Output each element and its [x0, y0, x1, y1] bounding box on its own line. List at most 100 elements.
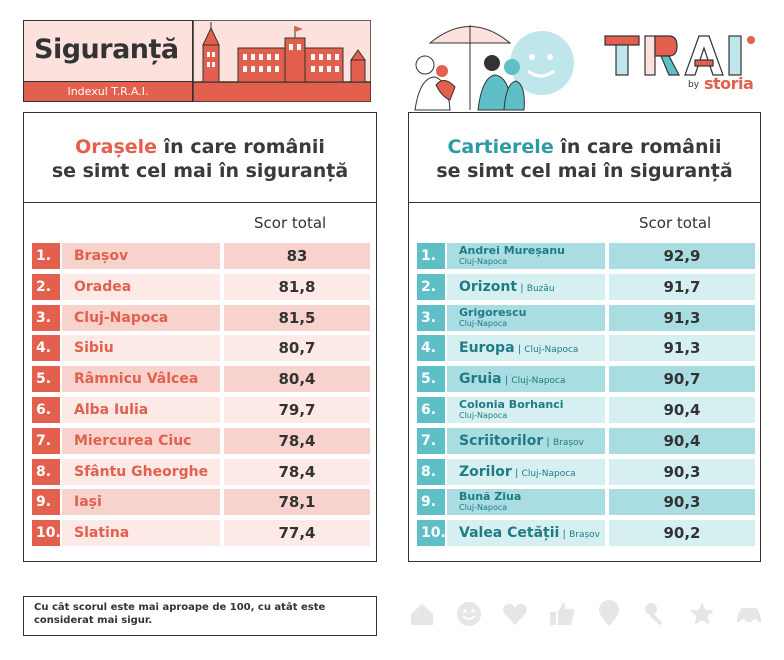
rank-badge: 8.	[32, 458, 60, 485]
neighborhood-name: Zorilor	[459, 463, 512, 480]
city-row: 3. Cluj-Napoca 81,5	[32, 304, 370, 331]
city-score: 80,4	[224, 366, 370, 393]
rank-badge: 6.	[417, 396, 445, 423]
rank-badge: 6.	[32, 396, 60, 423]
cities-title-line2: se simt cel mai în siguranță	[51, 160, 349, 182]
city-name: Brașov	[62, 243, 220, 269]
neighborhood-city: Brașov	[569, 530, 600, 541]
cities-panel-title: Orașele în care românii se simt cel mai …	[24, 113, 376, 203]
city-score: 81,5	[224, 304, 370, 331]
neighborhood-name: Bună Ziua	[459, 490, 522, 504]
rank-badge: 8.	[417, 458, 445, 485]
location-pin-icon	[598, 600, 619, 626]
cities-title-accent: Orașele	[75, 136, 158, 158]
rank-badge: 7.	[32, 427, 60, 454]
family-umbrella-illustration	[414, 25, 574, 111]
neighborhood-row: 1. Andrei Mureșanu Cluj-Napoca 92,9	[417, 243, 755, 269]
city-row: 6. Alba Iulia 79,7	[32, 396, 370, 423]
neighborhood-name-cell: Grigorescu Cluj-Napoca	[447, 304, 605, 331]
neighborhoods-panel-title: Cartierele în care românii se simt cel m…	[409, 113, 760, 203]
city-score: 77,4	[224, 520, 370, 547]
page-title: Siguranță	[34, 34, 179, 65]
neighborhood-score: 90,2	[609, 520, 755, 547]
heart-icon	[503, 603, 528, 625]
house-icon	[411, 604, 433, 625]
neighborhood-name: Colonia Borhanci	[459, 397, 564, 411]
neighborhood-score: 90,4	[609, 427, 755, 454]
rank-badge: 9.	[417, 489, 445, 516]
rank-badge: 3.	[417, 304, 445, 331]
neighborhood-city: Cluj-Napoca	[511, 376, 566, 387]
city-name: Sfântu Gheorghe	[62, 458, 220, 485]
city-name: Alba Iulia	[62, 396, 220, 423]
city-row: 9. Iași 78,1	[32, 489, 370, 516]
neighborhood-name-cell: Gruia | Cluj-Napoca	[447, 366, 605, 393]
neighborhood-row: 4. Europa | Cluj-Napoca 91,3	[417, 335, 755, 362]
neighborhoods-score-header: Scor total	[639, 214, 712, 232]
neighborhood-city: Cluj-Napoca	[524, 345, 579, 356]
neighborhood-name-cell: Bună Ziua Cluj-Napoca	[447, 489, 605, 516]
neighborhood-name-cell: Europa | Cluj-Napoca	[447, 335, 605, 362]
cities-score-header: Scor total	[254, 214, 327, 232]
title-box: Siguranță Indexul T.R.A.I.	[23, 20, 193, 102]
footnote: Cu cât scorul este mai aproape de 100, c…	[23, 596, 377, 636]
neighborhood-name: Europa	[459, 340, 515, 357]
trai-logo	[604, 35, 755, 76]
neighborhood-row: 6. Colonia Borhanci Cluj-Napoca 90,4	[417, 396, 755, 423]
neighborhood-score: 91,3	[609, 304, 755, 331]
city-score: 80,7	[224, 335, 370, 362]
cities-title-rest: în care românii	[157, 136, 325, 158]
neighborhood-score: 91,7	[609, 273, 755, 300]
neighborhood-name: Gruia	[459, 371, 502, 388]
rank-badge: 10.	[417, 520, 446, 547]
city-name: Sibiu	[62, 335, 220, 362]
city-skyline-illustration	[193, 20, 371, 102]
neighborhood-row: 8. Zorilor | Cluj-Napoca 90,3	[417, 458, 755, 485]
rank-badge: 4.	[32, 335, 60, 362]
bottom-icon-strip	[408, 598, 763, 630]
cities-list: 1. Brașov 83 2. Oradea 81,8 3. Cluj-Napoca 81,5 4…	[32, 243, 370, 551]
neighborhoods-title-rest: în care românii	[553, 136, 722, 158]
thumbs-up-icon	[550, 603, 575, 625]
cities-panel: Orașele în care românii se simt cel mai …	[23, 112, 377, 562]
neighborhood-row: 2. Orizont | Buzău 91,7	[417, 273, 755, 300]
logo-by-text: by	[688, 80, 700, 90]
rank-badge: 2.	[32, 273, 60, 300]
neighborhood-city: Buzău	[526, 283, 555, 294]
neighborhood-row: 7. Scriitorilor | Brașov 90,4	[417, 427, 755, 454]
city-name: Cluj-Napoca	[62, 304, 220, 331]
neighborhood-name-cell: Colonia Borhanci Cluj-Napoca	[447, 396, 605, 423]
neighborhood-city: Cluj-Napoca	[459, 257, 508, 266]
rank-badge: 1.	[32, 243, 60, 269]
city-row: 8. Sfântu Gheorghe 78,4	[32, 458, 370, 485]
neighborhood-row: 5. Gruia | Cluj-Napoca 90,7	[417, 366, 755, 393]
city-name: Slatina	[62, 520, 220, 547]
rank-badge: 5.	[417, 366, 445, 393]
neighborhood-city: Cluj-Napoca	[459, 410, 508, 420]
city-row: 10. Slatina 77,4	[32, 520, 370, 547]
neighborhood-row: 3. Grigorescu Cluj-Napoca 91,3	[417, 304, 755, 331]
neighborhood-row: 10. Valea Cetății | Brașov 90,2	[417, 520, 755, 547]
neighborhood-name: Scriitorilor	[459, 432, 544, 449]
neighborhood-city: Cluj-Napoca	[459, 318, 508, 328]
rank-badge: 5.	[32, 366, 60, 393]
city-name: Râmnicu Vâlcea	[62, 366, 220, 393]
page-subtitle: Indexul T.R.A.I.	[24, 81, 192, 101]
neighborhood-city: Cluj-Napoca	[459, 503, 508, 513]
neighborhood-name-cell: Scriitorilor | Brașov	[447, 427, 605, 454]
car-icon	[736, 608, 761, 625]
city-score: 79,7	[224, 396, 370, 423]
neighborhood-name: Andrei Mureșanu	[459, 244, 565, 257]
star-icon	[690, 602, 715, 625]
city-score: 78,4	[224, 458, 370, 485]
city-row: 2. Oradea 81,8	[32, 273, 370, 300]
neighborhoods-panel: Cartierele în care românii se simt cel m…	[408, 112, 761, 562]
rank-badge: 10.	[32, 520, 61, 547]
neighborhood-city: Cluj-Napoca	[521, 468, 576, 479]
neighborhood-city: Brașov	[552, 437, 584, 448]
neighborhood-name-cell: Valea Cetății | Brașov	[447, 520, 605, 547]
neighborhood-name-cell: Andrei Mureșanu Cluj-Napoca	[447, 243, 605, 269]
neighborhood-name-cell: Orizont | Buzău	[447, 273, 605, 300]
city-row: 1. Brașov 83	[32, 243, 370, 269]
neighborhood-score: 90,3	[609, 458, 755, 485]
